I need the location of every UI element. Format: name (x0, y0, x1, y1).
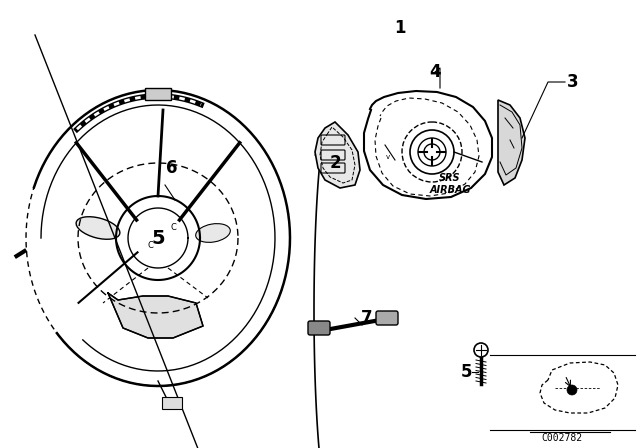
Text: SRS: SRS (439, 173, 461, 183)
Text: 6: 6 (166, 159, 178, 177)
Text: 5: 5 (151, 228, 165, 247)
Polygon shape (315, 122, 360, 188)
Text: 7: 7 (361, 309, 373, 327)
Text: 3: 3 (567, 73, 579, 91)
Text: 5: 5 (460, 363, 472, 381)
Text: 1: 1 (394, 19, 406, 37)
Text: 4: 4 (429, 63, 441, 81)
Polygon shape (498, 100, 525, 185)
Text: C002782: C002782 (541, 433, 582, 443)
Ellipse shape (76, 217, 120, 239)
Text: v: v (386, 154, 390, 160)
Polygon shape (108, 293, 203, 338)
FancyBboxPatch shape (308, 321, 330, 335)
FancyBboxPatch shape (376, 311, 398, 325)
Text: 2: 2 (329, 154, 341, 172)
Text: AIRBAG: AIRBAG (429, 185, 471, 195)
Circle shape (567, 385, 577, 395)
FancyBboxPatch shape (162, 397, 182, 409)
Ellipse shape (196, 224, 230, 242)
FancyBboxPatch shape (145, 88, 171, 100)
Text: C: C (147, 241, 153, 250)
Text: C: C (170, 224, 176, 233)
